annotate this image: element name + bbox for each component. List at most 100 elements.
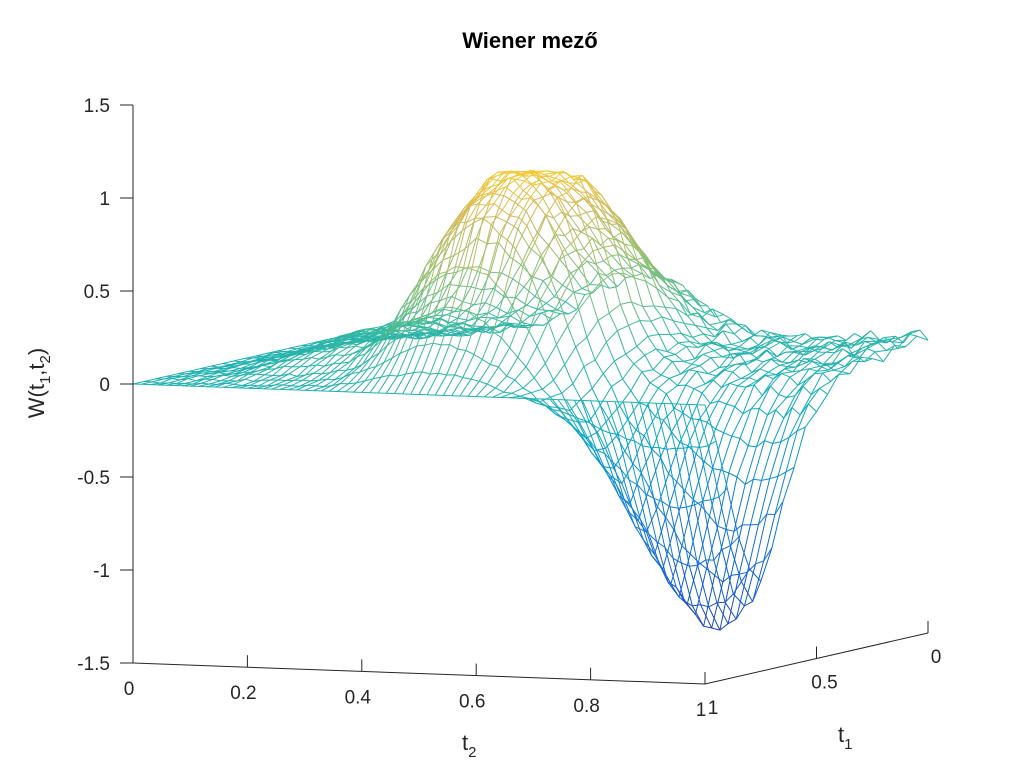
mesh-segment xyxy=(787,359,799,368)
mesh-segment xyxy=(576,202,586,228)
mesh-segment xyxy=(735,605,745,620)
mesh-segment xyxy=(664,354,676,358)
mesh-segment xyxy=(691,605,705,627)
mesh-segment xyxy=(686,346,696,360)
mesh-segment xyxy=(315,378,328,387)
mesh-segment xyxy=(648,457,661,489)
mesh-segment xyxy=(537,204,547,216)
mesh-segment xyxy=(717,525,727,530)
mesh-segment xyxy=(279,385,292,390)
mesh-segment xyxy=(536,345,546,364)
mesh-segment xyxy=(511,392,521,397)
mesh-segment xyxy=(467,237,477,268)
mesh-segment xyxy=(501,337,510,349)
mesh-segment xyxy=(870,330,880,340)
mesh-segment xyxy=(695,298,708,307)
mesh-segment xyxy=(650,316,663,322)
mesh-segment xyxy=(625,438,638,485)
mesh-segment xyxy=(534,215,547,243)
mesh-segment xyxy=(302,351,315,360)
mesh-segment xyxy=(698,403,711,420)
mesh-segment xyxy=(523,263,533,280)
mesh-segment xyxy=(721,545,731,551)
mesh-segment xyxy=(657,473,670,508)
mesh-segment xyxy=(176,378,189,384)
mesh-segment xyxy=(598,200,608,220)
mesh-segment xyxy=(193,378,205,385)
mesh-segment xyxy=(222,383,235,388)
mesh-segment xyxy=(645,493,658,542)
mesh-segment xyxy=(694,344,707,360)
mesh-segment xyxy=(678,300,688,316)
mesh-segment xyxy=(726,403,735,408)
mesh-segment xyxy=(459,378,472,397)
mesh-segment xyxy=(437,283,450,294)
mesh-segment xyxy=(813,363,826,375)
mesh-segment xyxy=(728,438,741,474)
mesh-segment xyxy=(368,339,377,346)
mesh-segment xyxy=(619,304,630,326)
mesh-segment xyxy=(433,239,443,253)
mesh-segment xyxy=(488,190,498,194)
mesh-segment xyxy=(532,182,542,186)
mesh-segment xyxy=(791,386,804,408)
z-tick-label: 1 xyxy=(99,189,110,210)
mesh-segment xyxy=(576,182,589,194)
mesh-segment xyxy=(307,379,319,386)
mesh-segment xyxy=(418,316,428,324)
mesh-segment xyxy=(628,479,638,486)
mesh-segment xyxy=(411,282,421,301)
mesh-segment xyxy=(562,240,574,253)
mesh-segment xyxy=(590,400,603,431)
mesh-segment xyxy=(672,320,682,334)
mesh-segment xyxy=(814,372,823,375)
mesh-segment xyxy=(482,217,492,225)
mesh-segment xyxy=(861,344,871,349)
t2-tick-label: 0.8 xyxy=(573,696,599,717)
mesh-segment xyxy=(267,368,276,370)
mesh-segment xyxy=(794,341,803,345)
mesh-segment xyxy=(675,308,688,317)
mesh-segment xyxy=(777,437,790,477)
mesh-segment xyxy=(703,461,713,469)
mesh-segment xyxy=(499,233,508,241)
mesh-segment xyxy=(753,335,765,337)
mesh-segment xyxy=(507,309,519,314)
mesh-segment xyxy=(628,320,640,326)
mesh-segment xyxy=(825,362,837,365)
mesh-segment xyxy=(583,359,596,367)
mesh-segment xyxy=(283,384,292,387)
mesh-segment xyxy=(631,402,644,447)
mesh-segment xyxy=(359,368,368,373)
mesh-segment xyxy=(767,364,780,373)
mesh-segment xyxy=(622,378,632,391)
mesh-segment xyxy=(218,372,227,375)
mesh-segment xyxy=(733,524,743,532)
mesh-segment xyxy=(567,191,577,204)
mesh-segment xyxy=(518,309,531,317)
mesh-segment xyxy=(365,346,375,355)
mesh-segment xyxy=(550,392,562,398)
mesh-segment xyxy=(526,296,536,306)
mesh-segment xyxy=(554,170,564,174)
mesh-segment xyxy=(558,279,572,302)
mesh-segment xyxy=(908,333,918,337)
mesh-segment xyxy=(638,264,651,280)
mesh-segment xyxy=(705,559,718,603)
mesh-segment xyxy=(533,398,545,406)
mesh-segment xyxy=(419,280,432,322)
mesh-segment xyxy=(454,374,463,378)
mesh-segment xyxy=(719,365,728,369)
mesh-segment xyxy=(325,341,337,348)
mesh-segment xyxy=(766,335,778,338)
mesh-segment xyxy=(696,404,709,446)
mesh-segment xyxy=(590,184,600,201)
mesh-segment xyxy=(697,564,710,608)
mesh-segment xyxy=(665,516,675,530)
mesh-segment xyxy=(576,417,589,440)
mesh-segment xyxy=(752,560,765,602)
mesh-segment xyxy=(506,375,516,381)
mesh-segment xyxy=(854,333,863,339)
mesh-segment xyxy=(598,272,607,277)
mesh-segment xyxy=(357,344,369,357)
